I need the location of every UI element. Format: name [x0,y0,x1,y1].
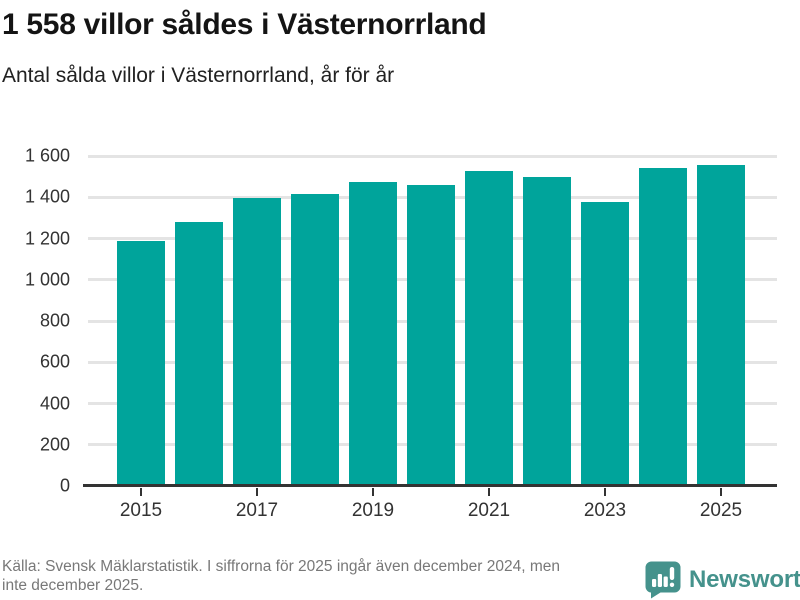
source-note-line1: Källa: Svensk Mäklarstatistik. I siffror… [2,558,560,575]
y-tick-label: 600 [39,351,70,372]
newsworthy-logo: Newsworthy [644,560,800,599]
x-tick-2025 [720,488,722,496]
bar-2018 [291,193,339,486]
x-tick-label: 2021 [467,500,511,521]
y-tick-label: 800 [39,310,70,331]
bar-2019 [349,182,397,486]
bar-2022 [523,177,571,486]
y-tick-label: 1 600 [24,145,70,166]
exclamation-stem [669,567,675,580]
source-note-line2: inte december 2025. [2,577,144,594]
mini-bar-1 [652,579,657,587]
x-tick-2015 [140,488,142,496]
y-tick-label: 200 [39,434,70,455]
x-tick-label: 2025 [699,500,743,521]
chart-subtitle: Antal sålda villor i Västernorrland, år … [2,64,395,87]
y-tick-label: 400 [39,393,70,413]
bar-2020 [407,184,455,486]
x-tick-2017 [256,488,258,496]
bar-2023 [581,201,629,486]
x-axis: 2015 2017 2019 2021 2023 2025 [88,488,777,528]
bar-2016 [175,222,223,486]
x-tick-label: 2019 [351,500,395,521]
source-note: Källa: Svensk Mäklarstatistik. I siffror… [2,557,560,595]
x-tick-2019 [372,488,374,496]
bar-2015 [117,240,165,486]
mini-bar-2 [657,574,662,587]
x-tick-label: 2023 [583,500,627,521]
gridline-1600 [88,154,777,158]
y-tick-label: 1 000 [24,269,70,290]
x-tick-2023 [604,488,606,496]
bar-2025 [697,164,745,486]
speech-bubble-shape [645,561,681,599]
mini-bar-3 [663,576,668,587]
bar-2021 [465,171,513,486]
y-tick-label: 1 400 [24,186,70,207]
newsworthy-wordmark: Newsworthy [689,565,800,593]
y-tick-label: 0 [59,475,70,496]
y-axis-labels: 0 200 400 600 800 1 000 1 200 1 400 1 600 [0,146,70,496]
plot-area [83,154,777,487]
chart-title: 1 558 villor såldes i Västernorrland [2,8,487,41]
x-tick-label: 2017 [235,500,279,521]
x-tick-label: 2015 [119,500,163,521]
bar-2024 [639,167,687,486]
exclamation-dot [669,582,675,587]
bar-2017 [233,198,281,486]
x-axis-baseline [83,484,777,487]
y-tick-label: 1 200 [24,228,70,248]
newsworthy-speech-bubble-chart-icon [644,560,682,599]
x-tick-2021 [488,488,490,496]
